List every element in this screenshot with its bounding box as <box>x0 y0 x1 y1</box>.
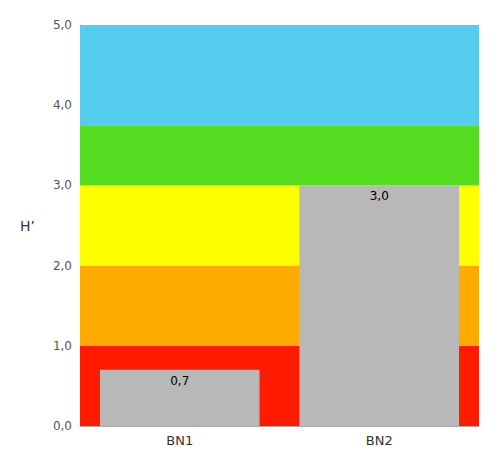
svg-text:5,0: 5,0 <box>53 18 72 32</box>
svg-text:2,0: 2,0 <box>53 259 72 273</box>
svg-text:3,0: 3,0 <box>53 178 72 192</box>
svg-text:1,0: 1,0 <box>53 339 72 353</box>
svg-text:H’: H’ <box>20 218 35 234</box>
svg-text:0,0: 0,0 <box>53 419 72 433</box>
svg-text:BN2: BN2 <box>366 433 393 448</box>
svg-text:3,0: 3,0 <box>370 189 389 203</box>
svg-text:4,0: 4,0 <box>53 98 72 112</box>
svg-text:BN1: BN1 <box>166 433 193 448</box>
svg-text:0,7: 0,7 <box>170 374 189 388</box>
